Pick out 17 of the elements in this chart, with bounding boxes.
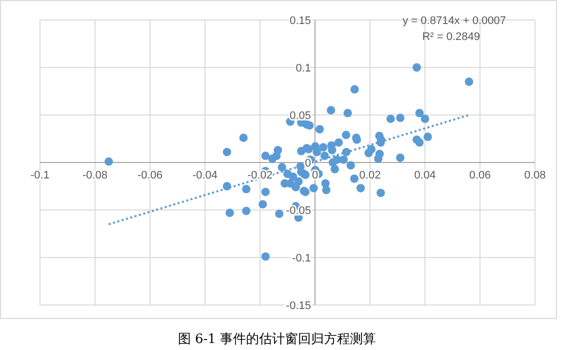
y-tick-label: -0.1 [292, 252, 311, 264]
x-tick-label: -0.04 [192, 170, 218, 182]
x-tick-label: 0.06 [469, 170, 491, 182]
x-tick-label: 0.04 [414, 170, 436, 182]
y-tick-label: -0.15 [286, 300, 311, 312]
x-tick-label: -0.1 [30, 170, 50, 182]
y-tick-label: 0.15 [290, 15, 311, 27]
y-tick-label: 0.05 [290, 110, 311, 122]
x-tick-label: 0.02 [359, 170, 381, 182]
caption: 图 6-1 事件的估计窗回归方程测算 [178, 331, 376, 347]
y-tick-label: -0.05 [286, 205, 311, 217]
x-tick-label: 0.08 [524, 170, 546, 182]
annotation: y = 0.8714x + 0.0007 [402, 15, 506, 27]
annotation: R² = 0.2849 [422, 31, 480, 43]
x-tick-label: -0.06 [137, 170, 163, 182]
x-tick-label: -0.08 [82, 170, 108, 182]
y-tick-label: 0.1 [296, 62, 311, 74]
